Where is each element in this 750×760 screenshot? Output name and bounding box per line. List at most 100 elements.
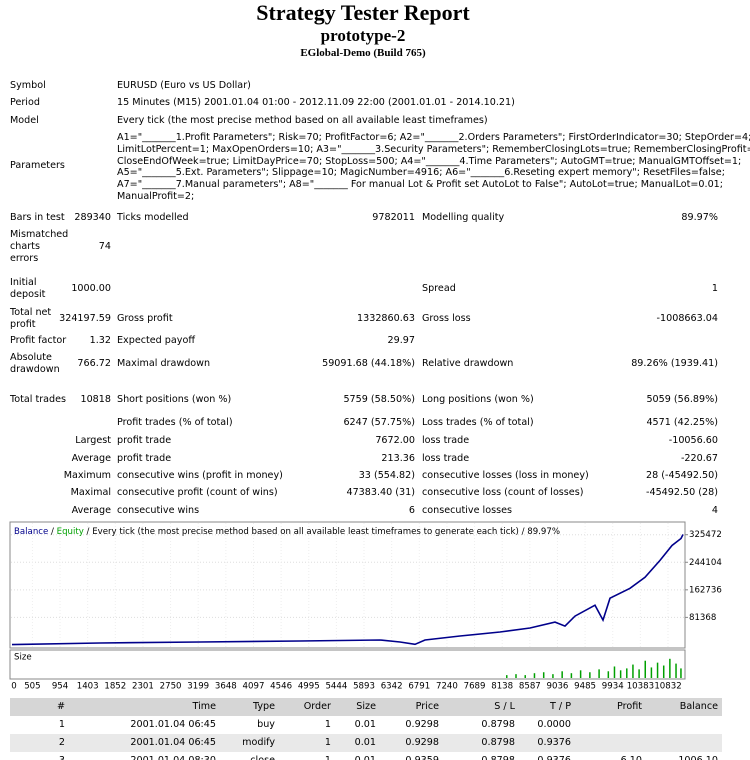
size-bar: [533, 673, 536, 678]
legend-entry: Equity: [57, 527, 84, 537]
size-bar: [680, 668, 682, 678]
table-cell: 2: [58, 737, 65, 748]
x-tick-label: 7240: [436, 682, 458, 692]
stat-value: 324197.59: [59, 313, 111, 324]
stat-value: Maximal: [70, 487, 111, 498]
stat-value: Average: [71, 453, 111, 464]
stat-label: Modelling quality: [422, 212, 505, 223]
size-bar: [662, 665, 665, 678]
x-tick-label: 1403: [77, 682, 99, 692]
parameters-line: CloseEndOfWeek=true; LimitDayPrice=70; S…: [117, 155, 742, 167]
stat-label: Mismatched charts errors: [10, 229, 69, 264]
x-tick-label: 0: [11, 682, 16, 692]
x-tick-label: 4546: [270, 682, 292, 692]
size-bar: [598, 669, 600, 678]
size-bar: [675, 663, 677, 678]
table-cell: 0.8798: [481, 755, 515, 760]
table-cell: 6.10: [621, 755, 642, 760]
x-tick-label: 5893: [353, 682, 375, 692]
size-bar: [669, 658, 671, 678]
table-cell: 0.9298: [405, 737, 439, 748]
table-cell: close: [250, 755, 275, 760]
stat-value: -10056.60: [668, 435, 718, 446]
table-cell: 1: [325, 755, 331, 760]
size-bar: [644, 660, 647, 678]
stat-value: 766.72: [77, 358, 111, 369]
x-tick-label: 9934: [602, 682, 624, 692]
parameters-line: A5="_______5.Ext. Parameters"; Slippage=…: [117, 167, 725, 179]
table-header-cell: Type: [252, 701, 275, 712]
x-tick-label: 3648: [215, 682, 237, 692]
table-header-cell: T / P: [550, 701, 571, 712]
x-tick-label: 6342: [381, 682, 403, 692]
stat-label: Absolute drawdown: [10, 352, 60, 375]
table-row-band: [10, 734, 722, 752]
size-bar: [613, 666, 616, 678]
table-cell: 3: [59, 755, 65, 760]
stat-label: profit trade: [117, 453, 172, 464]
stat-value: 28 (-45492.50): [646, 470, 718, 481]
table-cell: 1: [58, 719, 65, 730]
size-bar: [638, 669, 640, 678]
chart-frame: [9, 521, 686, 649]
stat-label: consecutive losses: [422, 505, 512, 516]
table-cell: 0.01: [354, 737, 376, 748]
x-tick-label: 8138: [491, 682, 513, 692]
x-tick-label: 5444: [325, 682, 347, 692]
info-label: Period: [10, 97, 40, 108]
table-cell: 2001.01.04 06:45: [130, 719, 216, 730]
table-cell: modify: [242, 737, 275, 748]
stat-label: Initial deposit: [10, 277, 46, 300]
table-row-band: [10, 752, 722, 760]
size-bar: [626, 668, 628, 678]
info-value: EURUSD (Euro vs US Dollar): [117, 80, 251, 91]
size-bar: [579, 670, 582, 678]
size-bar: [524, 675, 526, 678]
x-tick-label: 10383: [627, 682, 654, 692]
size-bar: [506, 675, 508, 678]
stat-value: 47383.40 (31): [346, 487, 415, 498]
x-tick-label: 10832: [654, 682, 681, 692]
table-header-cell: Time: [192, 701, 216, 712]
stat-value: 289340: [74, 212, 111, 223]
table-header-cell: Size: [356, 701, 376, 712]
x-tick-label: 1852: [104, 682, 126, 692]
stat-label: consecutive profit (count of wins): [117, 487, 278, 498]
stat-label: Loss trades (% of total): [422, 417, 534, 428]
x-tick-label: 954: [52, 682, 68, 692]
x-tick-label: 2301: [132, 682, 154, 692]
stat-label: Total net profit: [10, 307, 52, 330]
parameters-label: Parameters: [10, 160, 65, 171]
stat-label: Spread: [422, 283, 456, 294]
stat-value: 5759 (58.50%): [343, 394, 415, 405]
size-bar: [542, 672, 545, 678]
table-cell: 0.9376: [537, 755, 571, 760]
stat-label: Ticks modelled: [117, 212, 189, 223]
size-bar: [650, 667, 653, 678]
table-row-band: [10, 698, 722, 716]
stat-value: Largest: [75, 435, 111, 446]
stat-value: 1: [711, 283, 718, 294]
report-subtitle: prototype-2: [320, 26, 406, 45]
table-cell: 0.0000: [537, 719, 571, 730]
size-bar: [656, 662, 659, 678]
table-cell: 2001.01.04 08:30: [130, 755, 216, 760]
report-title: Strategy Tester Report: [256, 0, 470, 25]
stat-value: 89.26% (1939.41): [631, 358, 718, 369]
info-label: Model: [10, 115, 39, 126]
table-cell: 0.9376: [537, 737, 571, 748]
size-bar: [515, 674, 517, 678]
parameters-line: A7="_______7.Manual parameters"; A8="___…: [117, 179, 724, 191]
stat-value: 6247 (57.75%): [343, 417, 415, 428]
stat-value: 9782011: [372, 212, 415, 223]
legend-separator: /: [84, 527, 92, 537]
stat-value: 1.32: [89, 335, 111, 346]
stat-value: 6: [408, 505, 415, 516]
legend: Balance / Equity / Every tick (the most …: [14, 527, 560, 537]
x-tick-label: 4995: [298, 682, 320, 692]
stat-value: Average: [71, 505, 111, 516]
size-bar: [552, 674, 554, 678]
y-tick-label: 81368: [689, 613, 716, 623]
server-name: EGlobal-Demo (Build 765): [300, 47, 426, 59]
y-tick-label: 244104: [689, 558, 722, 568]
